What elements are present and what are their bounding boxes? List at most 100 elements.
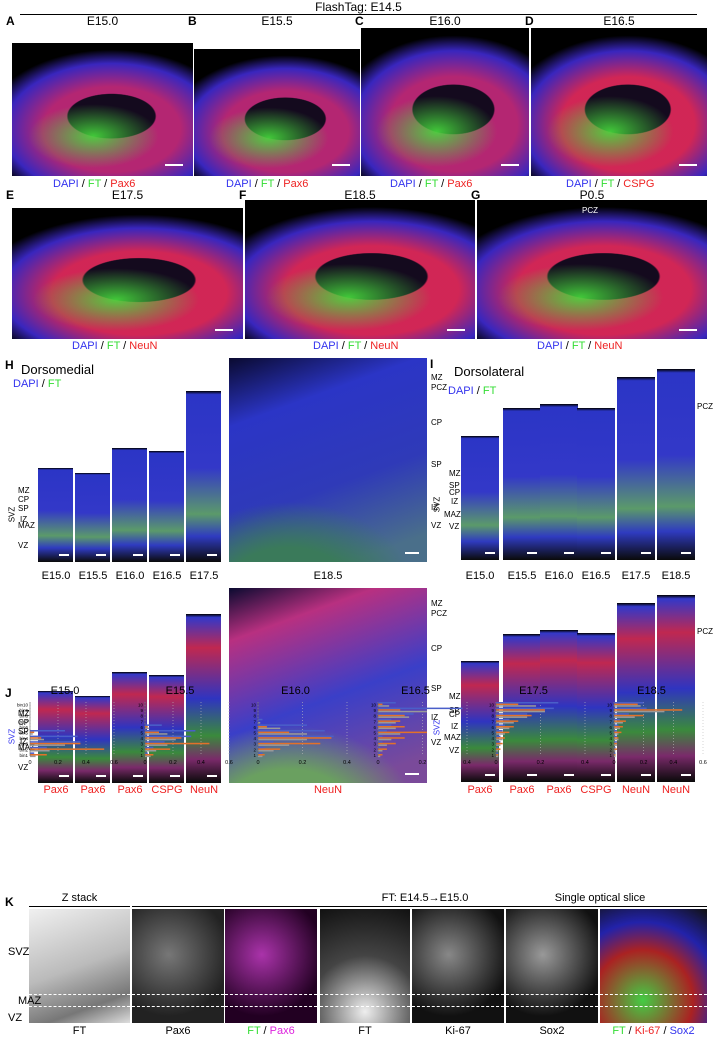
layer-label: SP: [431, 460, 442, 469]
bar: [496, 744, 501, 746]
bar: [258, 748, 281, 750]
bar: [378, 720, 401, 722]
column-bottom-4: [617, 603, 655, 782]
column-top-0: [461, 436, 499, 560]
scale-bar: [207, 554, 217, 556]
y-tick-label: 3: [491, 742, 494, 747]
y-tick-label: 4: [140, 736, 143, 741]
layer-label: MZ: [449, 469, 461, 478]
column-stain-label: CSPG: [151, 784, 183, 796]
scale-bar: [133, 775, 143, 777]
y-tick-label: 5: [373, 730, 376, 735]
layer-label: SP: [449, 481, 460, 490]
y-tick-label: 5: [140, 730, 143, 735]
layer-label: MZ: [18, 709, 30, 718]
bar: [30, 754, 47, 756]
bar: [496, 718, 510, 721]
dotted-boundary: [320, 994, 410, 995]
caption-stain: DAPI: [72, 340, 98, 352]
y-tick-label: 7: [253, 719, 256, 724]
x-tick-label: 0.2: [537, 760, 545, 766]
layer-label: MZ: [431, 373, 443, 382]
caption-stain: FT: [87, 178, 102, 190]
scale-bar: [170, 775, 180, 777]
bar: [30, 750, 50, 752]
y-tick-label: 8: [491, 714, 494, 719]
bar: [145, 737, 182, 739]
k-caption-3: FT: [320, 1025, 410, 1037]
layer-label: VZ: [18, 763, 29, 772]
y-tick-label: 6: [373, 725, 376, 730]
y-tick-label: 8: [609, 714, 612, 719]
bar: [378, 746, 381, 749]
bar: [258, 744, 290, 746]
panel-letter-g: G: [471, 188, 481, 202]
caption-stain: FT: [600, 178, 615, 190]
layer-label: MAZ: [18, 743, 35, 752]
column-top-4: [617, 377, 655, 560]
y-tick-label: 6: [491, 725, 494, 730]
caption-stain: CSPG: [623, 178, 655, 190]
bar: [378, 750, 383, 752]
bar: [614, 702, 644, 704]
layer-label: MZ: [431, 599, 443, 608]
bar: [496, 741, 501, 743]
chart-title: E16.0: [281, 685, 310, 697]
caption-stain: Sox2: [539, 1025, 565, 1037]
column-bottom-5: [657, 595, 695, 782]
caption-stain: DAPI: [53, 178, 79, 190]
x-tick-label: 0: [28, 760, 31, 766]
caption-stain: NeuN: [370, 340, 399, 352]
bar: [378, 754, 383, 756]
bar: [145, 744, 168, 746]
column-stain-label: NeuN: [661, 784, 691, 796]
layer-label: PCZ: [431, 383, 447, 392]
bar: [378, 710, 427, 713]
bar: [30, 741, 81, 743]
layer-label: CP: [18, 718, 30, 727]
chart-title: E15.5: [165, 685, 195, 697]
panel-i-legend: DAPI / FT: [448, 385, 497, 397]
y-tick-label: 2: [253, 747, 256, 752]
y-tick-label: 10: [138, 702, 144, 707]
caption-stain: FT: [106, 340, 121, 352]
scale-bar: [679, 329, 697, 331]
column-top-1: [503, 408, 541, 560]
dotted-boundary: [506, 994, 598, 995]
caption-stain: FT: [72, 1025, 87, 1037]
micrograph-e: [12, 208, 243, 339]
bar: [378, 744, 387, 746]
bar: [378, 709, 401, 711]
scale-bar: [207, 775, 217, 777]
bar: [614, 727, 620, 730]
y-tick-label: 2: [373, 747, 376, 752]
y-tick-label: 9: [253, 708, 256, 713]
x-tick-label: 0.4: [197, 760, 205, 766]
bar: [496, 754, 499, 756]
bar: [614, 730, 617, 732]
bar: [258, 754, 265, 756]
y-tick-label: bin8: [19, 714, 28, 719]
bar: [30, 742, 81, 745]
scale-bar: [96, 554, 106, 556]
k-caption-0: FT: [29, 1025, 130, 1037]
bar: [378, 731, 427, 734]
scale-bar: [641, 774, 651, 776]
column-bottom-2: [112, 672, 147, 783]
dotted-boundary: [29, 1006, 130, 1007]
bar: [145, 738, 176, 741]
dotted-boundary: [412, 994, 504, 995]
bar: [258, 724, 307, 726]
y-tick-label: bin6: [19, 725, 28, 730]
k-micrograph-5: [506, 909, 598, 1023]
bar: [145, 733, 168, 735]
bar: [145, 730, 196, 732]
x-tick-label: 0: [494, 760, 497, 766]
bar: [614, 703, 638, 706]
scale-bar: [527, 774, 537, 776]
scale-bar: [405, 552, 419, 554]
bar: [258, 738, 307, 741]
